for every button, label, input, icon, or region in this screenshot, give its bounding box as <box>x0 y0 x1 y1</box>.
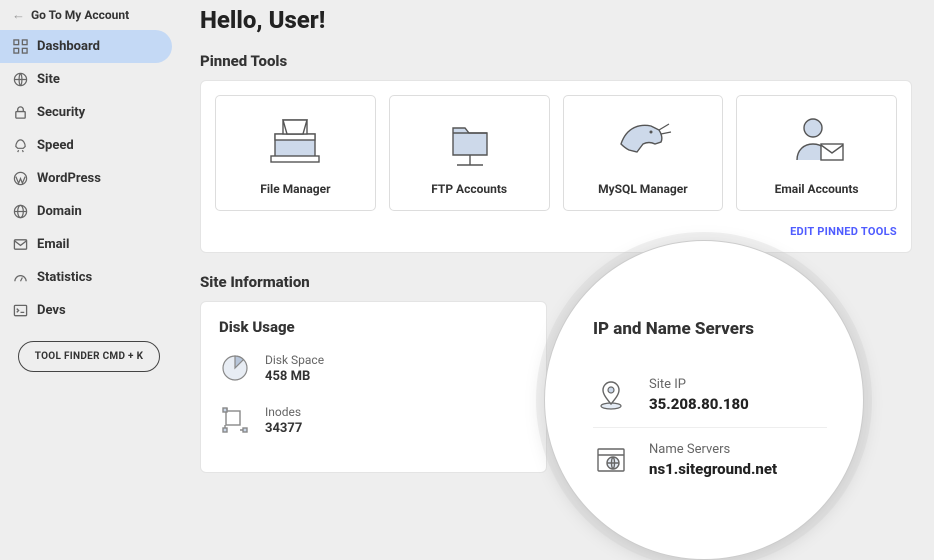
tool-card-ftp-accounts[interactable]: FTP Accounts <box>389 95 550 211</box>
sidebar-item-devs[interactable]: Devs <box>0 294 178 327</box>
sidebar-item-label: Dashboard <box>37 39 100 54</box>
browser-icon <box>593 442 629 478</box>
wordpress-icon <box>13 171 28 186</box>
tool-label: Email Accounts <box>775 182 859 196</box>
tool-card-mysql-manager[interactable]: MySQL Manager <box>563 95 724 211</box>
sidebar-item-statistics[interactable]: Statistics <box>0 261 178 294</box>
tool-finder-button[interactable]: TOOL FINDER CMD + K <box>18 341 160 372</box>
sidebar-item-site[interactable]: Site <box>0 63 178 96</box>
sidebar-item-label: Security <box>37 105 85 120</box>
pin-icon <box>593 377 629 413</box>
pinned-tools-title: Pinned Tools <box>200 52 912 70</box>
nav-list: Dashboard Site Security Speed WordPress Domai… <box>0 30 178 327</box>
sidebar-item-security[interactable]: Security <box>0 96 178 129</box>
sidebar-item-label: Statistics <box>37 270 92 285</box>
sidebar-item-wordpress[interactable]: WordPress <box>0 162 178 195</box>
mail-icon <box>13 237 28 252</box>
sidebar-item-label: Devs <box>37 303 66 318</box>
ip-label: Site IP <box>649 377 749 392</box>
back-link-label: Go To My Account <box>31 8 129 22</box>
ip-card-title: IP and Name Servers <box>593 319 827 339</box>
disk-row: Disk Space 458 MB <box>219 352 528 384</box>
ip-value: ns1.siteground.net <box>649 460 777 478</box>
pinned-tools-grid: File Manager FTP Accounts MySQL Manager Ema… <box>215 95 897 211</box>
pie-icon <box>219 352 251 384</box>
globe-icon <box>13 72 28 87</box>
disk-value: 458 MB <box>265 369 324 384</box>
tool-card-file-manager[interactable]: File Manager <box>215 95 376 211</box>
filemanager-icon <box>260 110 330 170</box>
tool-label: MySQL Manager <box>598 182 688 196</box>
pinned-tools-card: File Manager FTP Accounts MySQL Manager Ema… <box>200 80 912 253</box>
back-to-account[interactable]: ← Go To My Account <box>0 0 178 30</box>
inode-icon <box>219 404 251 436</box>
sidebar-item-label: Site <box>37 72 60 87</box>
sidebar-item-label: WordPress <box>37 171 101 186</box>
back-arrow-icon: ← <box>12 7 25 23</box>
disk-value: 34377 <box>265 421 302 436</box>
sidebar-item-dashboard[interactable]: Dashboard <box>0 30 172 63</box>
sidebar: ← Go To My Account Dashboard Site Security… <box>0 0 178 511</box>
sidebar-item-speed[interactable]: Speed <box>0 129 178 162</box>
tool-label: FTP Accounts <box>431 182 507 196</box>
ip-row: Name Servers ns1.siteground.net <box>593 428 827 492</box>
tool-card-email-accounts[interactable]: Email Accounts <box>736 95 897 211</box>
tool-label: File Manager <box>260 182 330 196</box>
disk-label: Disk Space <box>265 353 324 367</box>
sidebar-item-email[interactable]: Email <box>0 228 178 261</box>
ip-row: Site IP 35.208.80.180 <box>593 363 827 428</box>
sidebar-item-label: Email <box>37 237 69 252</box>
sidebar-item-label: Speed <box>37 138 74 153</box>
ip-label: Name Servers <box>649 442 777 457</box>
disk-label: Inodes <box>265 405 302 419</box>
gauge-icon <box>13 270 28 285</box>
ftp-icon <box>434 110 504 170</box>
terminal-icon <box>13 303 28 318</box>
world-icon <box>13 204 28 219</box>
edit-pinned-tools-link[interactable]: EDIT PINNED TOOLS <box>215 225 897 238</box>
sidebar-item-domain[interactable]: Domain <box>0 195 178 228</box>
page-title: Hello, User! <box>200 6 912 34</box>
sidebar-item-label: Domain <box>37 204 82 219</box>
disk-usage-title: Disk Usage <box>219 318 528 336</box>
mysql-icon <box>608 110 678 170</box>
disk-row: Inodes 34377 <box>219 404 528 436</box>
disk-usage-card: Disk Usage Disk Space 458 MB Inodes 34377 <box>200 301 547 473</box>
rocket-icon <box>13 138 28 153</box>
lock-icon <box>13 105 28 120</box>
emailacct-icon <box>782 110 852 170</box>
ip-nameservers-zoom: IP and Name Servers Site IP 35.208.80.180… <box>544 240 864 560</box>
ip-value: 35.208.80.180 <box>649 395 749 413</box>
grid-icon <box>13 39 28 54</box>
